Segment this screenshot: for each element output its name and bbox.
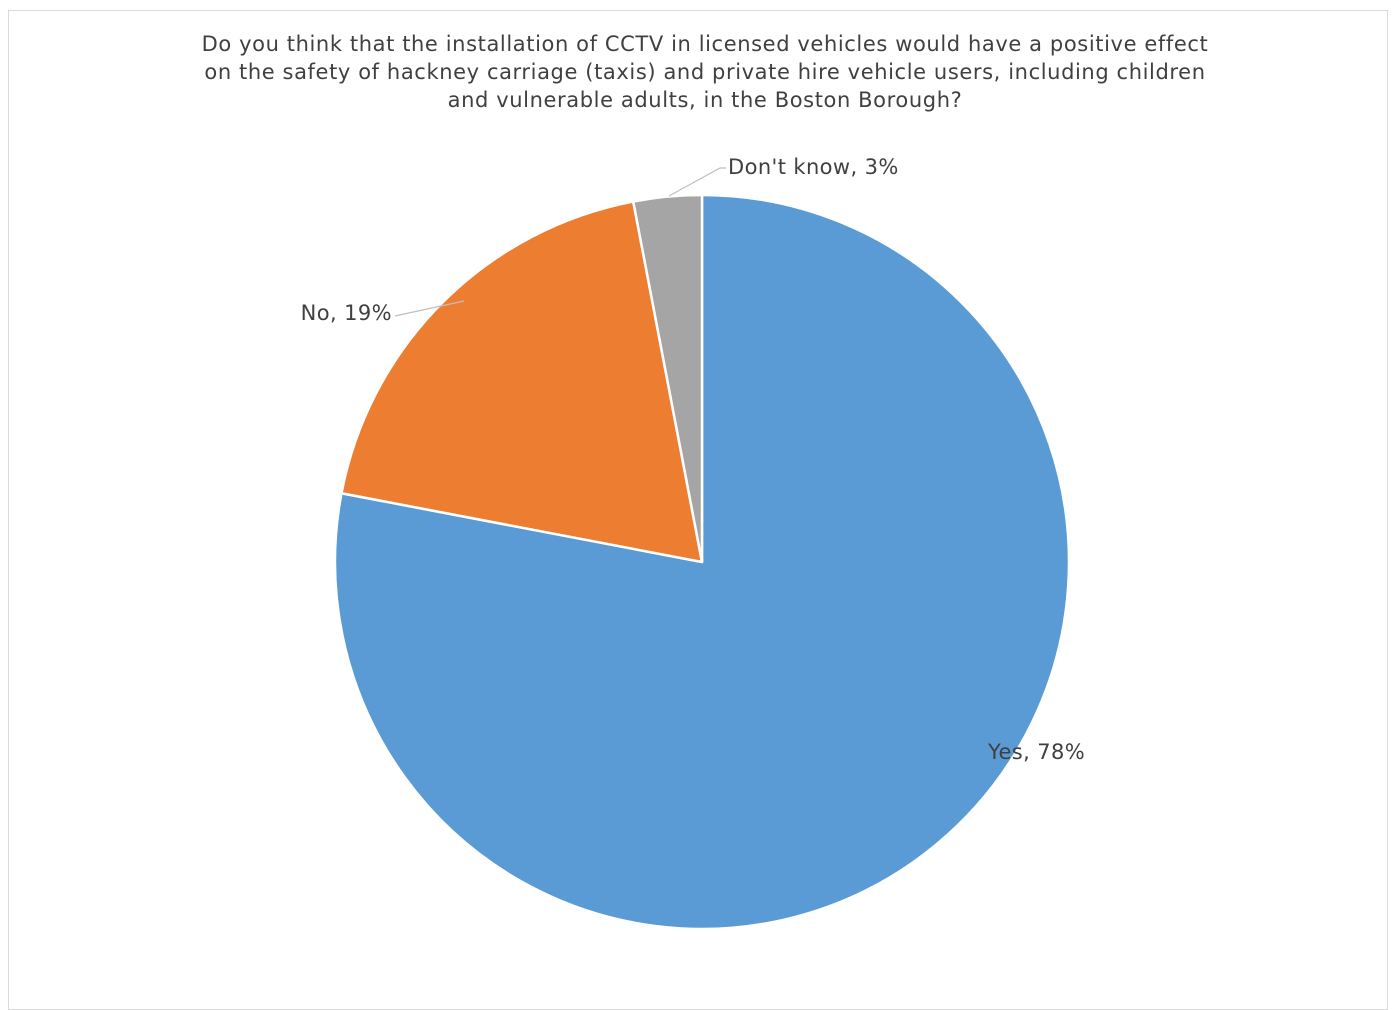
pie-slice-don-t-know	[631, 193, 704, 564]
leader-line-no	[394, 300, 465, 317]
data-labels: Yes, 78% No, 19% Don't know, 3%	[301, 155, 1085, 764]
data-label-no: No, 19%	[301, 301, 392, 325]
data-label-don-t-know: Don't know, 3%	[728, 155, 899, 179]
chart-title-line-1: Do you think that the installation of CC…	[201, 32, 1209, 56]
pie-slices	[333, 193, 1071, 931]
chart-title: Do you think that the installation of CC…	[0, 30, 1397, 114]
chart-title-line-2: on the safety of hackney carriage (taxis…	[204, 60, 1206, 84]
pie-slice-no	[340, 200, 704, 564]
data-label-yes: Yes, 78%	[987, 740, 1085, 764]
leader-line-don-t-know	[668, 167, 726, 197]
chart-title-line-3: and vulnerable adults, in the Boston Bor…	[447, 88, 963, 112]
leader-lines	[394, 167, 726, 317]
